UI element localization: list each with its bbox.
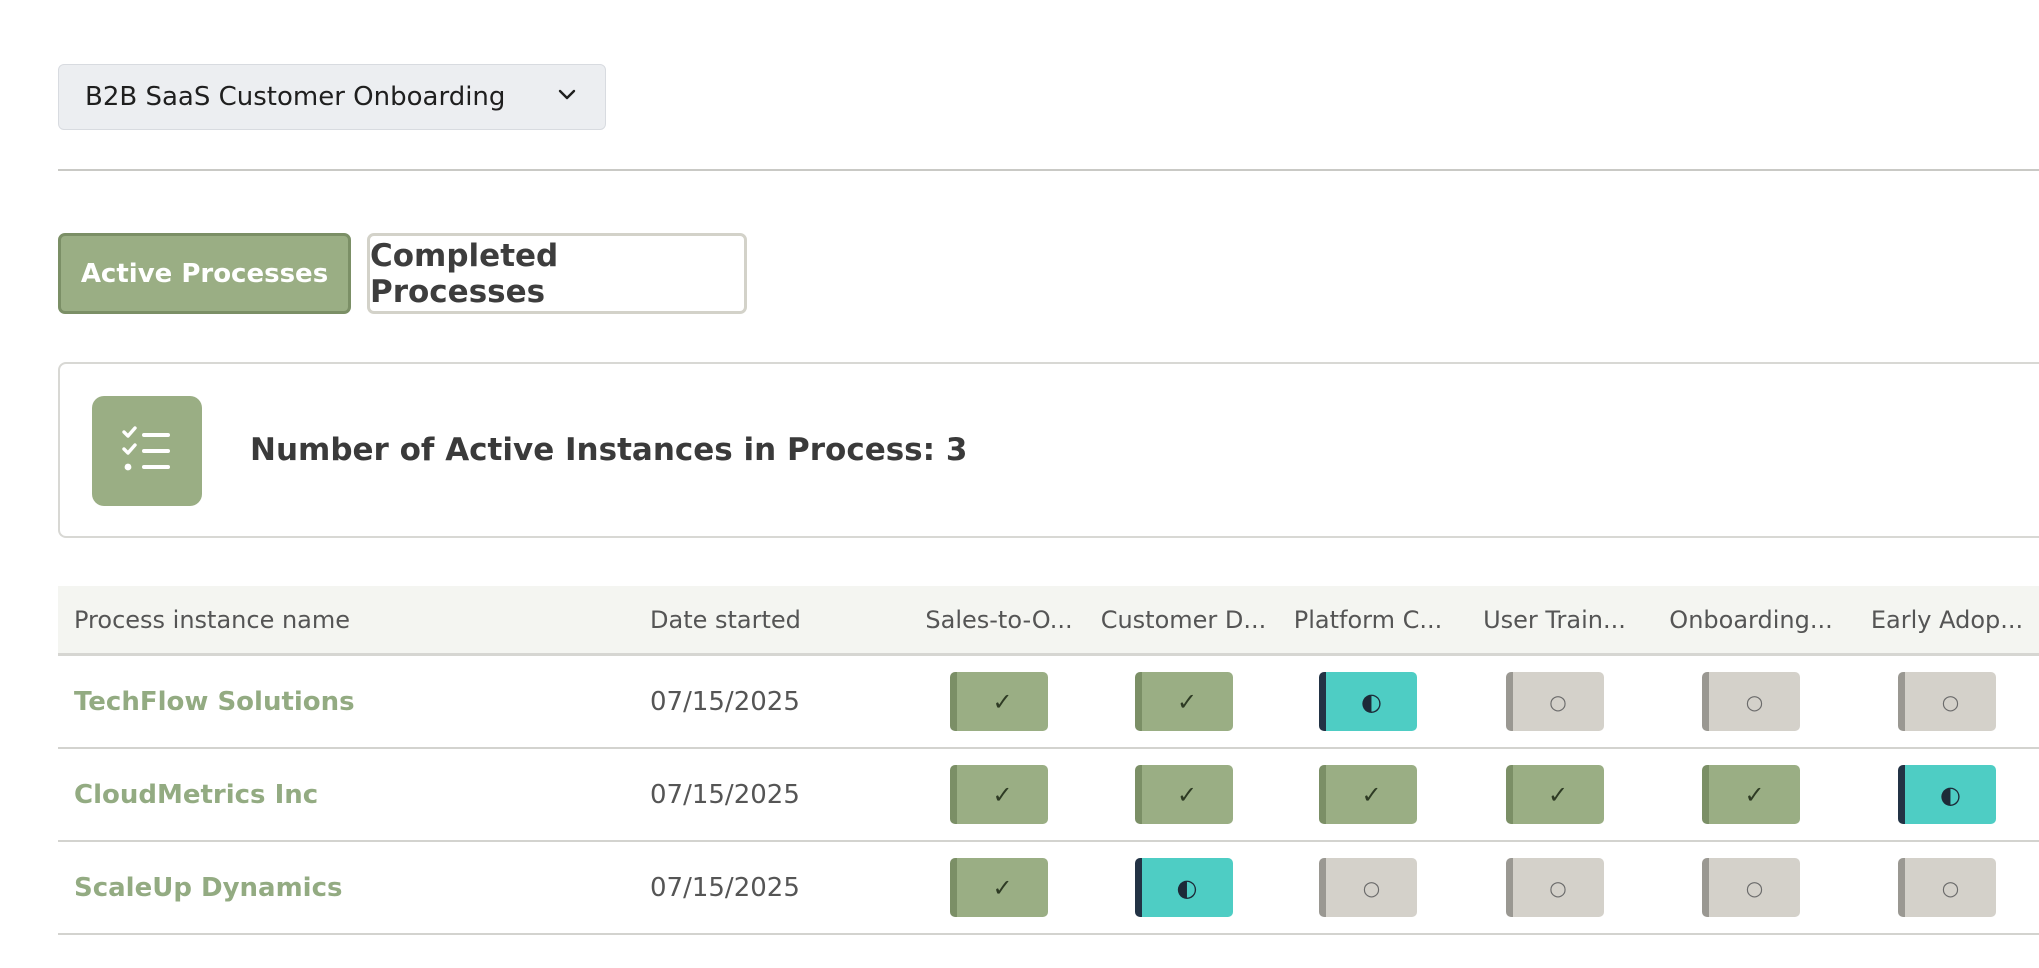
column-header-step-5: Onboarding... bbox=[1647, 586, 1855, 656]
step-status-chip-pending[interactable]: ○ bbox=[1898, 858, 1996, 917]
tab-active-processes[interactable]: Active Processes bbox=[58, 233, 351, 314]
section-divider bbox=[58, 169, 2039, 171]
process-instances-table: Process instance name Date started Sales… bbox=[58, 586, 2039, 935]
column-header-date: Date started bbox=[634, 586, 905, 656]
step-status-chip-done[interactable]: ✓ bbox=[950, 765, 1048, 824]
instance-name-link[interactable]: CloudMetrics Inc bbox=[58, 748, 634, 842]
step-status-chip-in-progress[interactable]: ◐ bbox=[1319, 672, 1417, 731]
instance-date: 07/15/2025 bbox=[634, 748, 905, 842]
step-status-chip-done[interactable]: ✓ bbox=[950, 672, 1048, 731]
step-status-chip-done[interactable]: ✓ bbox=[1702, 765, 1800, 824]
active-instances-card: Number of Active Instances in Process: 3 bbox=[58, 362, 2039, 538]
active-instances-count: Number of Active Instances in Process: 3 bbox=[250, 432, 968, 468]
column-header-step-6: Early Adop... bbox=[1855, 586, 2039, 656]
process-select-value: B2B SaaS Customer Onboarding bbox=[85, 82, 506, 112]
instance-name-link[interactable]: TechFlow Solutions bbox=[58, 654, 634, 749]
table-row: TechFlow Solutions 07/15/2025 ✓ ✓ ◐ ○ ○ … bbox=[58, 654, 2039, 749]
column-header-step-2: Customer D... bbox=[1093, 586, 1274, 656]
table-row: CloudMetrics Inc 07/15/2025 ✓ ✓ ✓ ✓ ✓ ◐ bbox=[58, 748, 2039, 842]
step-status-chip-pending[interactable]: ○ bbox=[1505, 858, 1604, 917]
instance-date: 07/15/2025 bbox=[634, 654, 905, 749]
step-status-chip-in-progress[interactable]: ◐ bbox=[1898, 765, 1996, 824]
step-status-chip-done[interactable]: ✓ bbox=[1319, 765, 1417, 824]
step-status-chip-done[interactable]: ✓ bbox=[1505, 765, 1604, 824]
process-select[interactable]: B2B SaaS Customer Onboarding bbox=[58, 64, 606, 130]
step-status-chip-in-progress[interactable]: ◐ bbox=[1134, 858, 1233, 917]
step-status-chip-pending[interactable]: ○ bbox=[1319, 858, 1417, 917]
table-header-row: Process instance name Date started Sales… bbox=[58, 586, 2039, 656]
step-status-chip-done[interactable]: ✓ bbox=[1134, 765, 1233, 824]
step-status-chip-pending[interactable]: ○ bbox=[1505, 672, 1604, 731]
column-header-step-4: User Train... bbox=[1462, 586, 1647, 656]
chevron-down-icon bbox=[555, 82, 579, 113]
table-row: ScaleUp Dynamics 07/15/2025 ✓ ◐ ○ ○ ○ ○ bbox=[58, 841, 2039, 935]
instance-date: 07/15/2025 bbox=[634, 841, 905, 935]
step-status-chip-pending[interactable]: ○ bbox=[1898, 672, 1996, 731]
checklist-icon bbox=[92, 396, 202, 506]
step-status-chip-done[interactable]: ✓ bbox=[950, 858, 1048, 917]
step-status-chip-pending[interactable]: ○ bbox=[1702, 858, 1800, 917]
column-header-step-1: Sales-to-O... bbox=[905, 586, 1093, 656]
tab-completed-processes[interactable]: Completed Processes bbox=[367, 233, 747, 314]
instance-name-link[interactable]: ScaleUp Dynamics bbox=[58, 841, 634, 935]
step-status-chip-done[interactable]: ✓ bbox=[1134, 672, 1233, 731]
column-header-name: Process instance name bbox=[58, 586, 634, 656]
column-header-step-3: Platform C... bbox=[1274, 586, 1462, 656]
step-status-chip-pending[interactable]: ○ bbox=[1702, 672, 1800, 731]
